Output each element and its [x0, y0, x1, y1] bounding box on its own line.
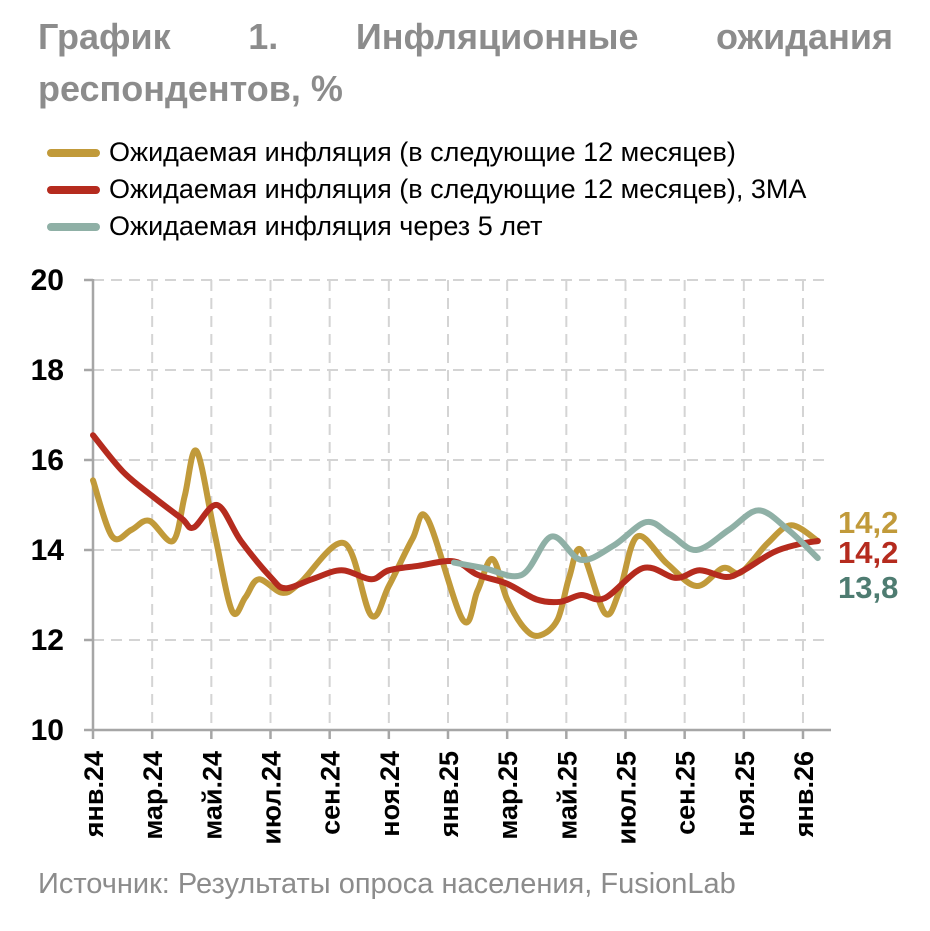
x-tick-label: янв.24: [79, 751, 109, 838]
x-tick-label: июл.25: [611, 751, 641, 845]
legend-item-expected-12m: Ожидаемая инфляция (в следующие 12 месяц…: [47, 134, 806, 171]
y-tick-label: 20: [31, 264, 64, 297]
series-line-2: [450, 507, 821, 580]
legend-item-expected-12m-3ma: Ожидаемая инфляция (в следующие 12 месяц…: [47, 171, 806, 208]
title-word: ожидания: [716, 16, 893, 57]
source-note: Источник: Результаты опроса населения, F…: [38, 868, 736, 900]
x-tick-label: янв.25: [434, 751, 464, 838]
x-tick-label: ноя.25: [730, 751, 760, 837]
x-tick-label: янв.26: [789, 751, 819, 838]
legend-swatch-gold: [47, 148, 100, 157]
legend-swatch-teal: [47, 222, 100, 231]
x-tick-label: июл.24: [256, 751, 286, 845]
chart-title-line2: респондентов, %: [38, 67, 343, 109]
chart-title-line1: График 1. Инфляционные ожидания: [38, 14, 893, 61]
series-end-label: 14,2: [838, 505, 898, 540]
y-tick-label: 14: [31, 534, 65, 567]
legend-item-expected-5y: Ожидаемая инфляция через 5 лет: [47, 208, 806, 245]
title-word: Инфляционные: [355, 16, 639, 57]
y-tick-label: 12: [31, 624, 64, 657]
chart-legend: Ожидаемая инфляция (в следующие 12 месяц…: [47, 134, 806, 245]
x-tick-label: ноя.24: [375, 751, 405, 837]
title-word: 1.: [248, 16, 279, 57]
x-tick-label: мар.25: [493, 751, 523, 840]
series-end-label: 14,2: [838, 535, 898, 570]
x-tick-label: сен.25: [671, 751, 701, 835]
legend-label: Ожидаемая инфляция через 5 лет: [109, 211, 543, 241]
legend-label: Ожидаемая инфляция (в следующие 12 месяц…: [109, 137, 736, 167]
x-tick-label: май.24: [197, 751, 227, 840]
legend-label: Ожидаемая инфляция (в следующие 12 месяц…: [109, 174, 807, 204]
x-tick-label: мар.24: [138, 751, 168, 840]
legend-swatch-red: [47, 185, 100, 194]
y-tick-label: 10: [31, 714, 64, 747]
x-tick-label: сен.24: [316, 751, 346, 835]
title-word: График: [38, 16, 171, 57]
x-tick-label: май.25: [552, 751, 582, 840]
y-tick-label: 18: [31, 354, 64, 387]
chart-title: График 1. Инфляционные ожидания респонде…: [38, 14, 893, 113]
y-tick-label: 16: [31, 444, 64, 477]
series-end-label: 13,8: [838, 570, 898, 605]
series-line-0: [90, 447, 821, 639]
